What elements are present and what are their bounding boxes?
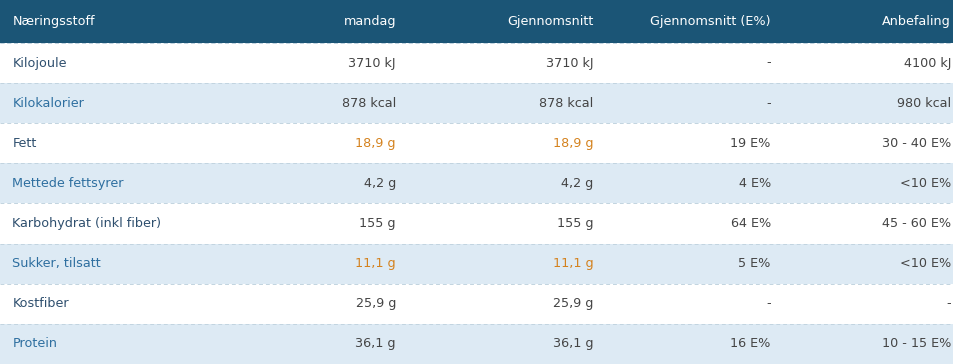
Bar (0, 163, 953, 203)
Text: 18,9 g: 18,9 g (553, 137, 593, 150)
Text: 3710 kJ: 3710 kJ (348, 56, 395, 70)
Text: Næringsstoff: Næringsstoff (12, 15, 94, 28)
Text: <10 E%: <10 E% (899, 177, 950, 190)
Text: Fett: Fett (12, 137, 37, 150)
Text: 878 kcal: 878 kcal (538, 97, 593, 110)
Text: 3710 kJ: 3710 kJ (545, 56, 593, 70)
Text: 4,2 g: 4,2 g (560, 177, 593, 190)
Text: Mettede fettsyrer: Mettede fettsyrer (12, 177, 124, 190)
Bar (0, 123, 953, 163)
Text: 25,9 g: 25,9 g (355, 297, 395, 310)
Text: Kostfiber: Kostfiber (12, 297, 69, 310)
Text: 18,9 g: 18,9 g (355, 137, 395, 150)
Text: <10 E%: <10 E% (899, 257, 950, 270)
Bar (0, 244, 953, 284)
Text: 4100 kJ: 4100 kJ (902, 56, 950, 70)
Text: 64 E%: 64 E% (730, 217, 770, 230)
Text: Karbohydrat (inkl fiber): Karbohydrat (inkl fiber) (12, 217, 161, 230)
Text: 11,1 g: 11,1 g (552, 257, 593, 270)
Text: 36,1 g: 36,1 g (355, 337, 395, 351)
Text: 155 g: 155 g (359, 217, 395, 230)
Bar (0, 0, 953, 43)
Text: 10 - 15 E%: 10 - 15 E% (881, 337, 950, 351)
Bar (0, 203, 953, 244)
Bar (0, 284, 953, 324)
Text: 4,2 g: 4,2 g (363, 177, 395, 190)
Text: -: - (945, 297, 950, 310)
Text: -: - (765, 56, 770, 70)
Text: Gjennomsnitt (E%): Gjennomsnitt (E%) (650, 15, 770, 28)
Text: 19 E%: 19 E% (730, 137, 770, 150)
Bar (0, 83, 953, 123)
Text: Gjennomsnitt: Gjennomsnitt (506, 15, 593, 28)
Text: Kilojoule: Kilojoule (12, 56, 67, 70)
Bar (0, 324, 953, 364)
Text: 11,1 g: 11,1 g (355, 257, 395, 270)
Text: 878 kcal: 878 kcal (341, 97, 395, 110)
Text: Protein: Protein (12, 337, 57, 351)
Text: 5 E%: 5 E% (738, 257, 770, 270)
Text: 30 - 40 E%: 30 - 40 E% (881, 137, 950, 150)
Text: Kilokalorier: Kilokalorier (12, 97, 84, 110)
Text: 25,9 g: 25,9 g (553, 297, 593, 310)
Text: -: - (765, 297, 770, 310)
Text: mandag: mandag (343, 15, 395, 28)
Text: Anbefaling: Anbefaling (882, 15, 950, 28)
Text: 36,1 g: 36,1 g (553, 337, 593, 351)
Text: 16 E%: 16 E% (730, 337, 770, 351)
Text: -: - (765, 97, 770, 110)
Text: 4 E%: 4 E% (738, 177, 770, 190)
Text: 980 kcal: 980 kcal (896, 97, 950, 110)
Bar (0, 43, 953, 83)
Text: 45 - 60 E%: 45 - 60 E% (882, 217, 950, 230)
Text: 155 g: 155 g (557, 217, 593, 230)
Text: Sukker, tilsatt: Sukker, tilsatt (12, 257, 101, 270)
